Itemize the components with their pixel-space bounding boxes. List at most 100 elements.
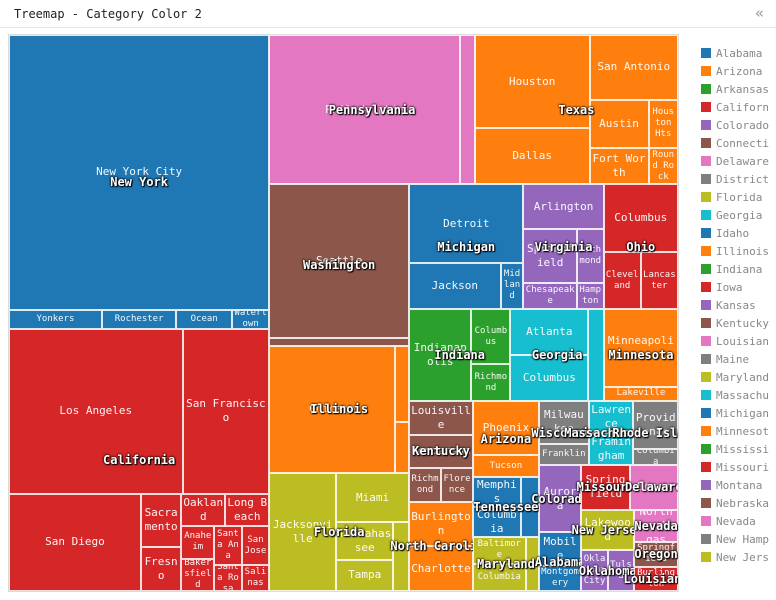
legend-item-arkansas[interactable]: Arkansas: [701, 80, 776, 98]
tile-virginia-chesapeake[interactable]: Chesapeake: [523, 282, 577, 310]
tile-kentucky-richmond[interactable]: Richmond: [409, 468, 441, 502]
tile-maryland-columbia[interactable]: Columbia: [472, 563, 526, 591]
tile-oklahoma-oklahoma-city[interactable]: Oklahoma City: [581, 550, 608, 591]
legend-item-georgia[interactable]: Georgia: [701, 206, 776, 224]
tile-wisconsin-milwaukee[interactable]: Milwaukee: [538, 401, 589, 444]
tile-michigan-jackson[interactable]: Jackson: [409, 262, 501, 310]
tile-louisiana-burlington[interactable]: Burlington: [634, 566, 678, 591]
tile-california-bakersfield[interactable]: Bakersfield: [181, 558, 215, 591]
legend-item-arizona[interactable]: Arizona: [701, 62, 776, 80]
tile-california-santa-ana[interactable]: Santa Ana: [214, 526, 242, 565]
tile-new-york-watertown[interactable]: Watertown: [232, 309, 270, 329]
tile-california-oakland[interactable]: Oakland: [181, 493, 226, 526]
tile-florida-jacksonville[interactable]: Jacksonville: [269, 473, 337, 591]
legend-item-nevada[interactable]: Nevada: [701, 512, 776, 530]
legend-item-idaho[interactable]: Idaho: [701, 224, 776, 242]
legend-item-maine[interactable]: Maine: [701, 350, 776, 368]
tile-alabama-montgomery[interactable]: Montgomery: [538, 565, 582, 591]
tile-north-carolina-charlotte[interactable]: Charlotte: [409, 546, 473, 591]
tile-kentucky-florence[interactable]: Florence: [441, 468, 473, 502]
tile-virginia-hampton[interactable]: Hampton: [576, 282, 604, 310]
legend-item-indiana[interactable]: Indiana: [701, 260, 776, 278]
tile-ohio-cleveland[interactable]: Cleveland: [603, 251, 641, 310]
legend-item-delaware[interactable]: Delaware: [701, 152, 776, 170]
tile-colorado-aurora[interactable]: Aurora: [538, 465, 582, 533]
tile-california-salinas[interactable]: Salinas: [241, 565, 270, 591]
tile-texas-houston-hts[interactable]: Houston Hts: [648, 99, 678, 149]
legend-item-iowa[interactable]: Iowa: [701, 278, 776, 296]
tile-california-sacramento[interactable]: Sacramento: [140, 493, 182, 547]
tile-california-fresno[interactable]: Fresno: [140, 546, 182, 591]
tile-new-york-rochester[interactable]: Rochester: [101, 309, 177, 329]
tile-alabama-mobile[interactable]: Mobile: [538, 532, 582, 566]
tile-indiana-columbus[interactable]: Columbus: [471, 309, 511, 365]
tile-michigan-detroit[interactable]: Detroit: [409, 184, 524, 263]
tile-texas-fort-worth[interactable]: Fort Worth: [589, 148, 649, 185]
tile-texas-round-rock[interactable]: Round Rock: [648, 148, 678, 185]
tile-indiana-richmond[interactable]: Richmond: [471, 364, 511, 402]
tile-georgia-columbus[interactable]: Columbus: [510, 355, 589, 402]
tile-tennessee-memphis[interactable]: Memphis: [472, 477, 521, 507]
tile-new-york-yonkers[interactable]: Yonkers: [9, 309, 102, 329]
legend-item-montana[interactable]: Montana: [701, 476, 776, 494]
legend-item-colorado[interactable]: Colorado: [701, 116, 776, 134]
tile-kentucky-henderson[interactable]: Henderson: [409, 434, 473, 469]
tile-arizona-tucson[interactable]: Tucson: [472, 455, 539, 477]
tile-delaware-dover[interactable]: Dover: [629, 465, 678, 510]
tile-north-carolina-burlington[interactable]: Burlington: [409, 501, 473, 547]
tile-michigan-midland[interactable]: Midland: [500, 262, 524, 310]
tile-california-long-beach[interactable]: Long Beach: [225, 493, 270, 526]
tile-maryland-clinton[interactable]: [525, 536, 539, 591]
tile-virginia-richmond[interactable]: Richmond: [576, 229, 604, 283]
legend-item-kentucky[interactable]: Kentucky: [701, 314, 776, 332]
tile-california-san-jose[interactable]: San Jose: [241, 526, 270, 565]
legend-item-kansas[interactable]: Kansas: [701, 296, 776, 314]
legend-item-illinois[interactable]: Illinois: [701, 242, 776, 260]
legend-item-mississi[interactable]: Mississi: [701, 440, 776, 458]
tile-california-anaheim[interactable]: Anaheim: [181, 526, 215, 559]
tile-texas-dallas[interactable]: Dallas: [474, 128, 590, 185]
tile-ohio-columbus[interactable]: Columbus: [603, 184, 678, 252]
tile-illinois-chicago[interactable]: Chicago: [269, 345, 396, 474]
legend-item-californ[interactable]: Californ: [701, 98, 776, 116]
legend-item-florida[interactable]: Florida: [701, 188, 776, 206]
tile-tennessee-knoxville[interactable]: [520, 477, 539, 537]
tile-texas-houston[interactable]: Houston: [474, 35, 590, 129]
legend-item-connecti[interactable]: Connecti: [701, 134, 776, 152]
legend-item-alabama[interactable]: Alabama: [701, 44, 776, 62]
tile-florida-lakeland[interactable]: [393, 522, 410, 591]
tile-maryland-baltimore[interactable]: Baltimore: [472, 536, 526, 564]
tile-oklahoma-tulsa[interactable]: Tulsa: [607, 550, 635, 591]
tile-minnesota-minneapolis[interactable]: Minneapolis: [603, 309, 678, 387]
tile-massachusetts-lawrence[interactable]: Lawrence: [588, 401, 634, 434]
tile-ohio-lancaster[interactable]: Lancaster: [640, 251, 678, 310]
legend-item-michigan[interactable]: Michigan: [701, 404, 776, 422]
tile-florida-tampa[interactable]: Tampa: [336, 559, 394, 591]
tile-massachusetts-framingham[interactable]: Framingham: [588, 433, 634, 466]
tile-nevada-north-las-vegas[interactable]: North Las Vegas: [634, 509, 678, 543]
legend-item-new-hamp[interactable]: New Hamp: [701, 530, 776, 548]
tile-texas-san-antonio[interactable]: San Antonio: [589, 35, 678, 100]
tile-georgia-atlanta[interactable]: Atlanta: [510, 309, 589, 356]
tile-georgia-rome[interactable]: [588, 309, 604, 402]
tile-illinois-peoria[interactable]: [395, 422, 410, 474]
legend-item-district[interactable]: District: [701, 170, 776, 188]
tile-texas-austin[interactable]: Austin: [589, 99, 649, 149]
tile-washington-seattle[interactable]: Seattle: [269, 184, 410, 338]
tile-california-santa-rosa[interactable]: Santa Rosa: [214, 565, 242, 591]
tile-virginia-arlington[interactable]: Arlington: [523, 184, 604, 230]
legend-item-louisian[interactable]: Louisian: [701, 332, 776, 350]
tile-washington-bellevue[interactable]: [269, 337, 410, 346]
tile-missouri-springfield[interactable]: Springfield: [581, 465, 630, 510]
tile-oregon-springfield[interactable]: Springfield: [634, 542, 678, 567]
tile-rhode-island-providence[interactable]: Providence: [633, 401, 678, 450]
tile-arizona-phoenix[interactable]: Phoenix: [472, 401, 539, 456]
tile-california-san-francisco[interactable]: San Francisco: [182, 328, 270, 494]
legend-item-maryland[interactable]: Maryland: [701, 368, 776, 386]
tile-california-los-angeles[interactable]: Los Angeles: [9, 328, 183, 494]
tile-new-york-ocean[interactable]: Ocean: [176, 309, 233, 329]
legend-item-nebraska[interactable]: Nebraska: [701, 494, 776, 512]
legend-item-massachu[interactable]: Massachu: [701, 386, 776, 404]
tile-california-san-diego[interactable]: San Diego: [9, 493, 141, 591]
tile-wisconsin-franklin[interactable]: Franklin: [538, 443, 589, 466]
